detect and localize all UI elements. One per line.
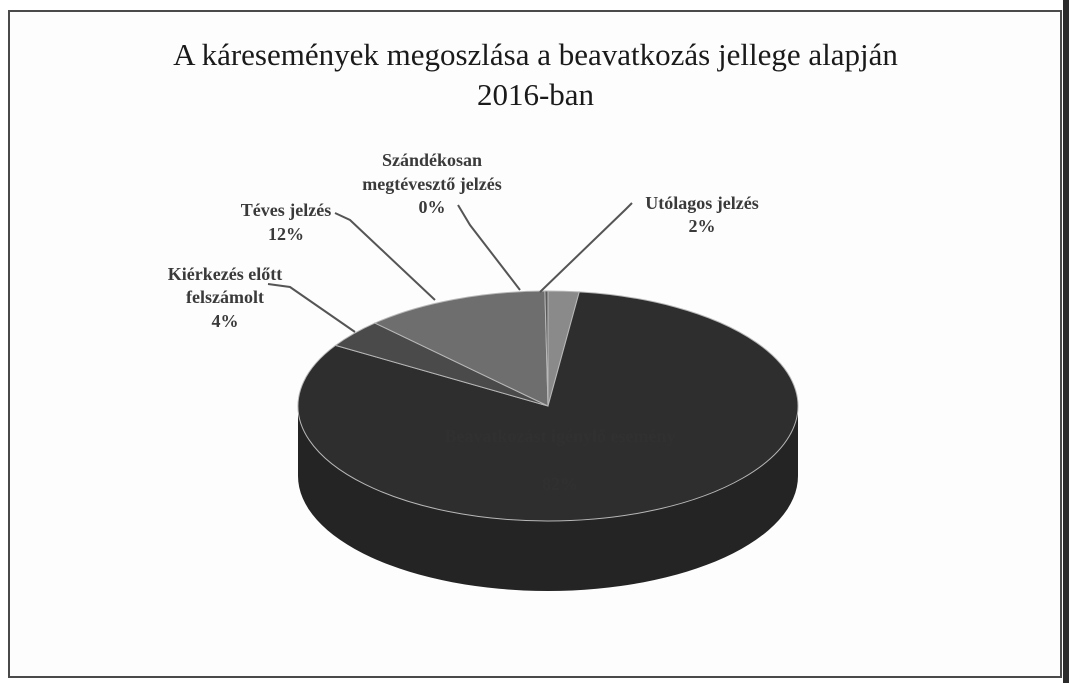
leader-line-1 <box>457 204 521 291</box>
pie-side-face <box>298 406 798 591</box>
leader-line-3 <box>267 283 356 333</box>
pie-slice-3 <box>373 290 549 407</box>
label-kierkezes-pct: 4% <box>212 311 239 331</box>
label-utolagos-pct: 2% <box>689 216 716 236</box>
label-kierkezes-line2: felszámolt <box>186 287 264 307</box>
pie-side-wall <box>298 406 798 591</box>
label-main-pct: 82% <box>542 474 578 494</box>
label-szandekos-line1: Szándékosan <box>382 150 482 170</box>
pie-top-face <box>297 290 799 522</box>
label-main-name: Beavatkozást igénylő esemény <box>445 426 676 446</box>
pie-slice-4 <box>544 290 549 407</box>
chart-subtitle: 2016-ban <box>476 77 595 112</box>
label-szandekos-line2: megtévesztő jelzés <box>362 174 501 194</box>
label-teves-name: Téves jelzés <box>241 200 331 220</box>
label-teves-pct: 12% <box>268 224 304 244</box>
label-szandekos-pct: 0% <box>419 197 446 217</box>
leader-line-2 <box>334 212 436 301</box>
leader-line-0 <box>539 202 633 293</box>
label-utolagos-name: Utólagos jelzés <box>645 193 758 213</box>
label-kierkezes-line1: Kiérkezés előtt <box>168 264 282 284</box>
chart-title: A káresemények megoszlása a beavatkozás … <box>173 37 898 72</box>
leader-lines <box>267 202 633 333</box>
frame-edge <box>1063 0 1069 683</box>
